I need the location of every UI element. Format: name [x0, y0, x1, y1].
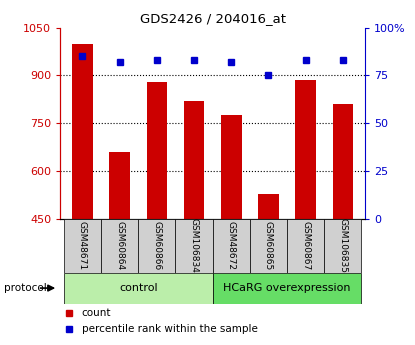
Bar: [64, 273, 213, 304]
Bar: [258, 194, 279, 219]
Bar: [250, 219, 287, 273]
Bar: [287, 219, 324, 273]
Bar: [333, 104, 353, 219]
Text: GSM60866: GSM60866: [152, 221, 161, 270]
Bar: [101, 219, 138, 273]
Text: GSM106835: GSM106835: [338, 218, 347, 273]
Bar: [138, 219, 176, 273]
Bar: [146, 82, 167, 219]
Bar: [110, 152, 130, 219]
Text: GSM60867: GSM60867: [301, 221, 310, 270]
Text: GSM106834: GSM106834: [190, 218, 199, 273]
Bar: [176, 219, 212, 273]
Text: protocol: protocol: [4, 283, 47, 293]
Bar: [72, 43, 93, 219]
Text: GSM48671: GSM48671: [78, 221, 87, 270]
Bar: [184, 101, 204, 219]
Bar: [213, 273, 361, 304]
Text: control: control: [119, 283, 158, 293]
Bar: [324, 219, 361, 273]
Text: GSM60865: GSM60865: [264, 221, 273, 270]
Bar: [221, 115, 242, 219]
Text: GSM48672: GSM48672: [227, 221, 236, 270]
Title: GDS2426 / 204016_at: GDS2426 / 204016_at: [140, 12, 286, 25]
Bar: [64, 219, 101, 273]
Text: HCaRG overexpression: HCaRG overexpression: [223, 283, 351, 293]
Bar: [295, 80, 316, 219]
Text: GSM60864: GSM60864: [115, 221, 124, 270]
Text: percentile rank within the sample: percentile rank within the sample: [81, 325, 257, 334]
Bar: [213, 219, 250, 273]
Text: count: count: [81, 308, 111, 318]
